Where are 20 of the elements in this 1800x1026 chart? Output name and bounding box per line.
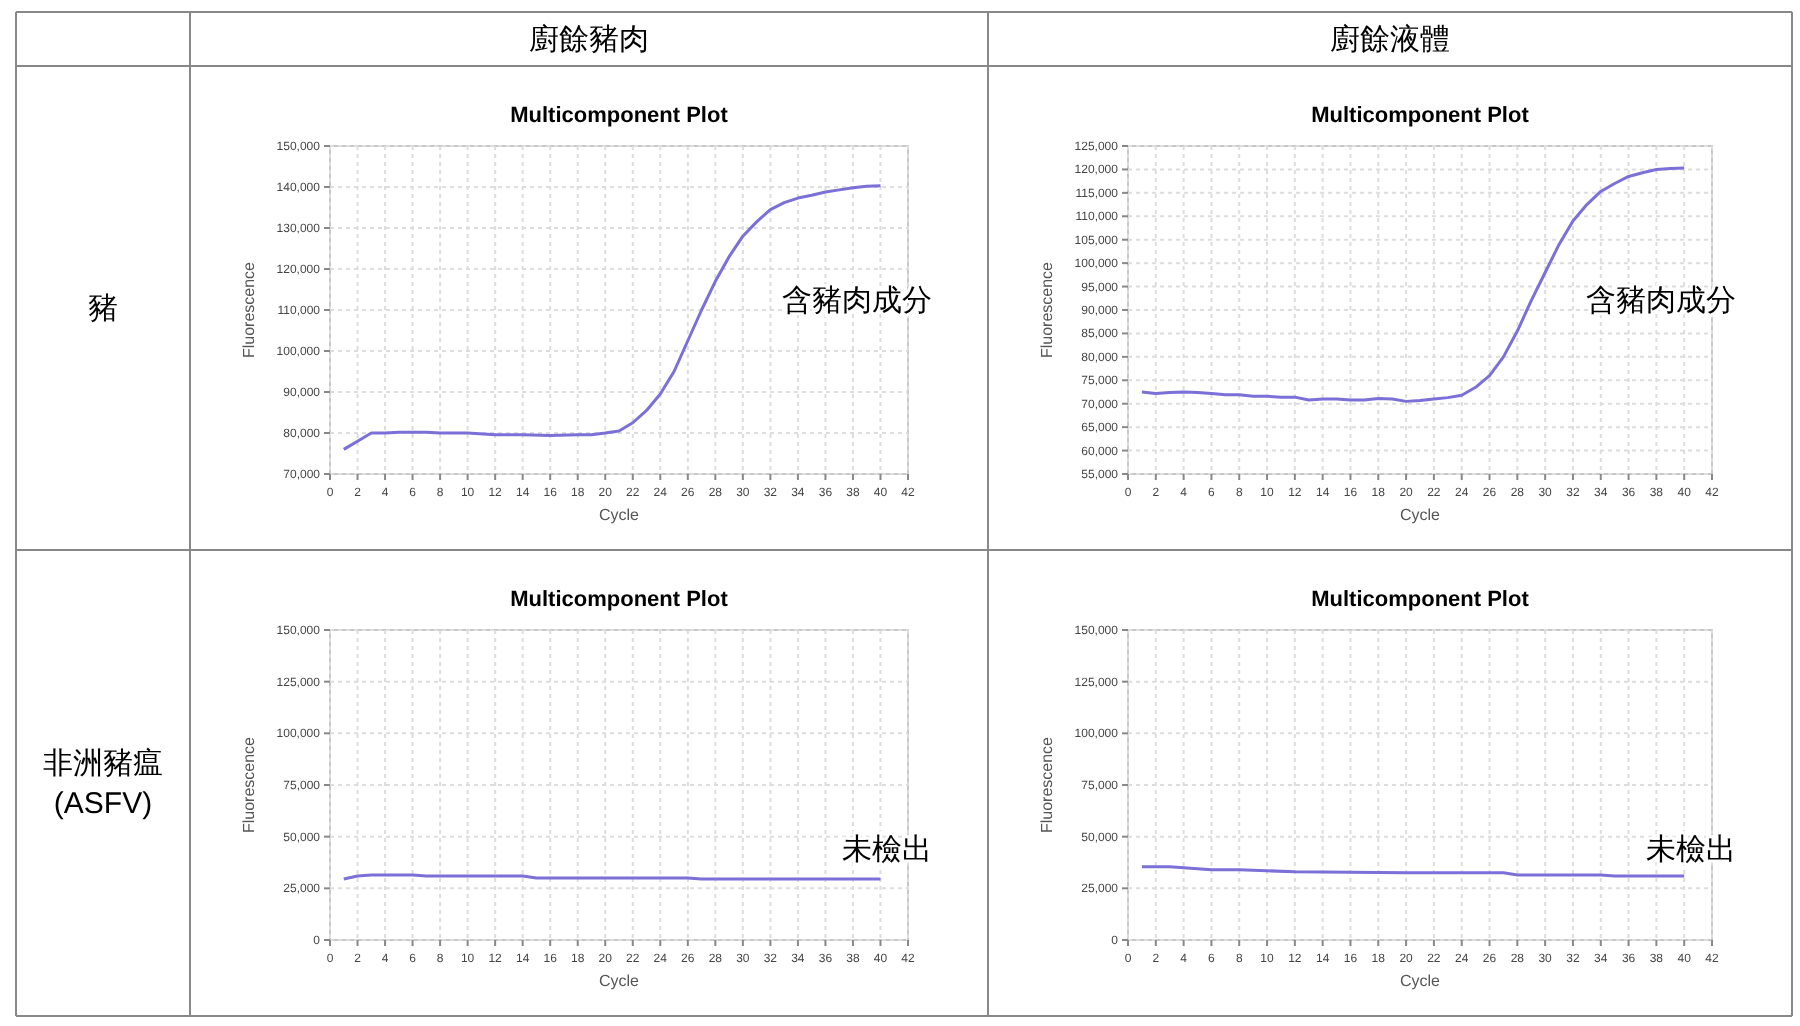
- x-axis-title: Cycle: [598, 506, 641, 524]
- y-axis-title: Fluorescence: [1038, 260, 1056, 359]
- annotation: 含豬肉成分: [782, 284, 932, 318]
- x-axis-title: Cycle: [1399, 972, 1442, 990]
- annotation: 未檢出: [1646, 833, 1736, 868]
- chart-title: Multicomponent Plot: [1311, 104, 1530, 128]
- chart-title: Multicomponent Plot: [510, 588, 729, 612]
- x-axis-title: Cycle: [1399, 506, 1442, 524]
- annotation: 含豬肉成分: [1586, 284, 1736, 318]
- chart-title: Multicomponent Plot: [510, 104, 729, 128]
- text: 廚餘液體: [1330, 23, 1450, 57]
- chart-title: Multicomponent Plot: [1311, 588, 1530, 612]
- annotation: 未檢出: [842, 833, 932, 868]
- y-axis-title: Fluorescence: [240, 735, 258, 834]
- text: 廚餘豬肉: [529, 23, 649, 57]
- text: 非洲豬瘟 (ASFV): [43, 747, 163, 821]
- y-axis-title: Fluorescence: [1038, 735, 1056, 834]
- x-axis-title: Cycle: [598, 972, 641, 990]
- y-axis-title: Fluorescence: [240, 260, 258, 359]
- text: 豬: [88, 292, 118, 326]
